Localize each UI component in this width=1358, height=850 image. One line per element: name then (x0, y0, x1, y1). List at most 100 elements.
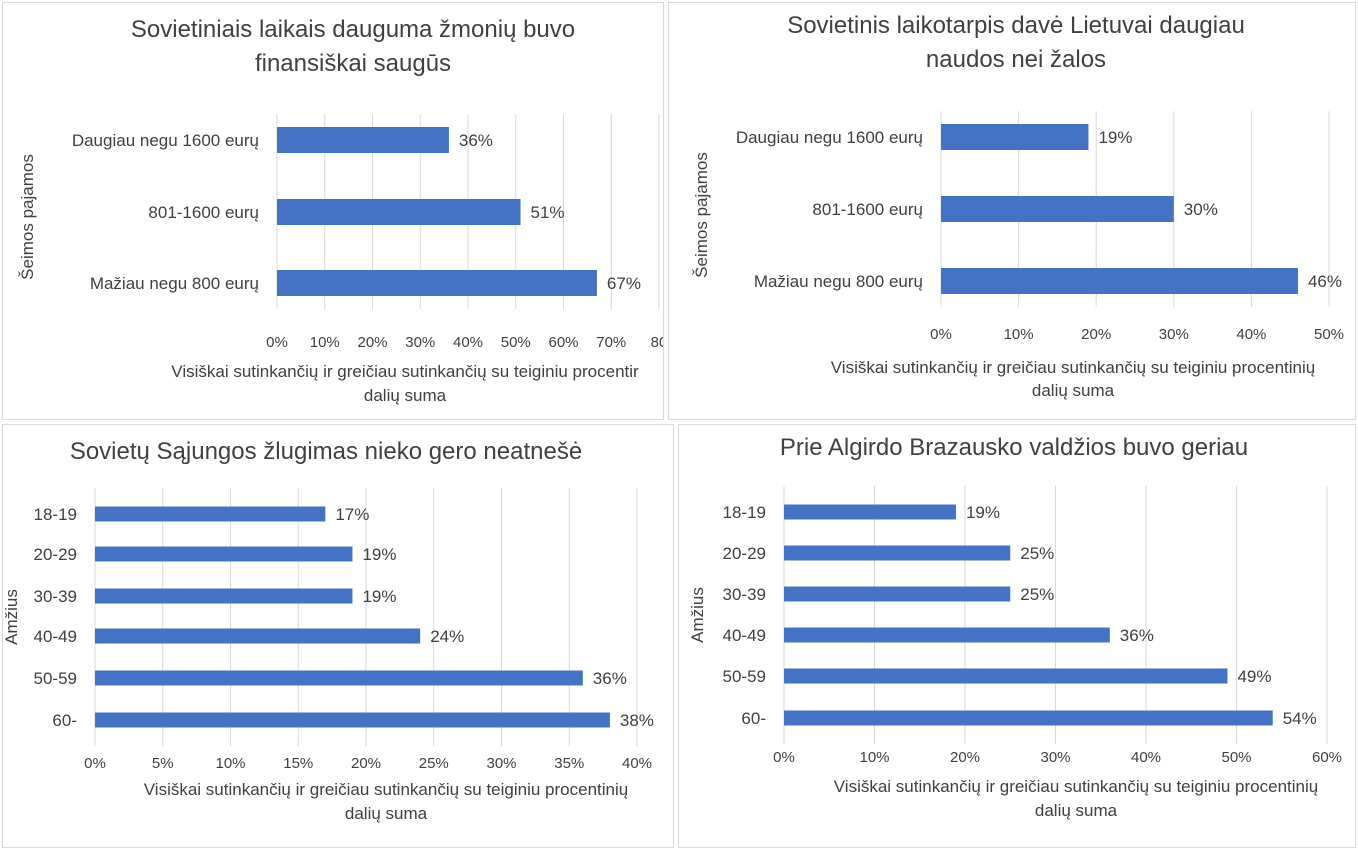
x-tick-label: 5% (152, 755, 174, 772)
bar (277, 270, 597, 296)
chart-panel-2: Sovietinis laikotarpis davė Lietuvai dau… (668, 2, 1356, 420)
bar (95, 588, 353, 604)
data-label: 24% (430, 627, 464, 646)
x-tick-label: 80 (651, 334, 664, 351)
bar (95, 546, 353, 562)
bar (941, 124, 1089, 150)
x-axis-title: Visiškai sutinkančių ir greičiau sutinka… (831, 358, 1315, 377)
x-axis-title: Visiškai sutinkančių ir greičiau sutinka… (171, 362, 639, 381)
x-tick-label: 20% (950, 749, 980, 766)
x-axis-title: dalių suma (345, 804, 428, 823)
chart-title: Sovietiniais laikais dauguma žmonių buvo (131, 16, 575, 43)
data-label: 36% (1120, 626, 1154, 645)
data-label: 36% (593, 669, 627, 688)
data-label: 49% (1237, 667, 1271, 686)
category-label: 60- (52, 711, 77, 730)
bar (941, 196, 1174, 222)
data-label: 30% (1184, 200, 1218, 219)
category-label: 60- (741, 709, 766, 728)
bar (941, 268, 1298, 294)
x-tick-label: 50% (1221, 749, 1251, 766)
bar (784, 710, 1273, 726)
data-label: 25% (1020, 585, 1054, 604)
chart-panel-3: Sovietų Sąjungos žlugimas nieko gero nea… (2, 424, 674, 848)
data-label: 38% (620, 711, 654, 730)
data-label: 54% (1283, 709, 1317, 728)
category-label: 40-49 (34, 627, 77, 646)
bar (95, 712, 610, 728)
bar (784, 627, 1110, 643)
bar (277, 127, 449, 153)
chart-income-soviet-benefit: Sovietinis laikotarpis davė Lietuvai dau… (692, 12, 1344, 400)
data-label: 19% (966, 503, 1000, 522)
bar (95, 628, 421, 644)
category-label: 50-59 (34, 669, 77, 688)
y-axis-title: Amžius (3, 589, 21, 645)
category-label: 30-39 (34, 587, 77, 606)
data-label: 51% (531, 203, 565, 222)
chart-title: Prie Algirdo Brazausko valdžios buvo ger… (780, 434, 1248, 461)
category-label: Mažiau negu 800 eurų (754, 272, 923, 291)
category-label: Daugiau negu 1600 eurų (736, 128, 923, 147)
x-tick-label: 30% (1159, 326, 1189, 343)
x-tick-label: 50% (501, 334, 531, 351)
x-tick-label: 20% (351, 755, 381, 772)
x-tick-label: 25% (419, 755, 449, 772)
data-label: 46% (1308, 272, 1342, 291)
chart-title: finansiškai saugūs (255, 50, 451, 77)
data-label: 25% (1020, 544, 1054, 563)
category-label: 801-1600 eurų (812, 200, 923, 219)
y-axis-title: Amžius (688, 587, 707, 643)
category-label: 18-19 (723, 503, 766, 522)
x-axis-title: Visiškai sutinkančių ir greičiau sutinka… (144, 780, 628, 799)
x-tick-label: 40% (1131, 749, 1161, 766)
x-tick-label: 10% (310, 334, 340, 351)
chart-income-financial-security: Sovietiniais laikais dauguma žmonių buvo… (18, 16, 664, 405)
x-axis-title: Visiškai sutinkančių ir greičiau sutinka… (834, 777, 1318, 796)
x-tick-label: 10% (1004, 326, 1034, 343)
bar (784, 545, 1011, 561)
bar (784, 586, 1011, 602)
chart-title: Sovietinis laikotarpis davė Lietuvai dau… (787, 12, 1245, 39)
bar (784, 668, 1228, 684)
chart-panel-1: Sovietiniais laikais dauguma žmonių buvo… (2, 2, 664, 420)
chart-title: Sovietų Sąjungos žlugimas nieko gero nea… (70, 438, 582, 465)
bar (277, 199, 521, 225)
data-label: 19% (362, 545, 396, 564)
y-axis-title: Šeimos pajamos (692, 152, 711, 278)
category-label: 50-59 (723, 667, 766, 686)
data-label: 19% (362, 587, 396, 606)
chart-age-brazauskas: Prie Algirdo Brazausko valdžios buvo ger… (688, 434, 1342, 820)
x-tick-label: 70% (596, 334, 626, 351)
data-label: 17% (335, 505, 369, 524)
category-label: Mažiau negu 800 eurų (90, 274, 259, 293)
x-tick-label: 40% (622, 755, 652, 772)
x-tick-label: 30% (1040, 749, 1070, 766)
x-tick-label: 60% (548, 334, 578, 351)
y-axis-title: Šeimos pajamos (18, 154, 37, 280)
category-label: 30-39 (723, 585, 766, 604)
x-tick-label: 10% (859, 749, 889, 766)
x-tick-label: 0% (930, 326, 952, 343)
x-tick-label: 60% (1312, 749, 1342, 766)
x-tick-label: 0% (84, 755, 106, 772)
x-tick-label: 0% (773, 749, 795, 766)
x-tick-label: 40% (453, 334, 483, 351)
x-tick-label: 35% (554, 755, 584, 772)
x-tick-label: 50% (1314, 326, 1344, 343)
bar (95, 670, 583, 686)
x-axis-title: dalių suma (1035, 801, 1118, 820)
x-tick-label: 10% (215, 755, 245, 772)
data-label: 67% (607, 274, 641, 293)
chart-panel-4: Prie Algirdo Brazausko valdžios buvo ger… (678, 424, 1356, 848)
category-label: 20-29 (34, 545, 77, 564)
bar (95, 506, 326, 522)
chart-title: naudos nei žalos (926, 46, 1106, 73)
category-label: Daugiau negu 1600 eurų (72, 131, 259, 150)
data-label: 19% (1098, 128, 1132, 147)
x-tick-label: 20% (1081, 326, 1111, 343)
category-label: 40-49 (723, 626, 766, 645)
x-axis-title: dalių suma (1032, 381, 1115, 400)
bar (784, 504, 956, 520)
x-axis-title: dalių suma (364, 386, 447, 405)
